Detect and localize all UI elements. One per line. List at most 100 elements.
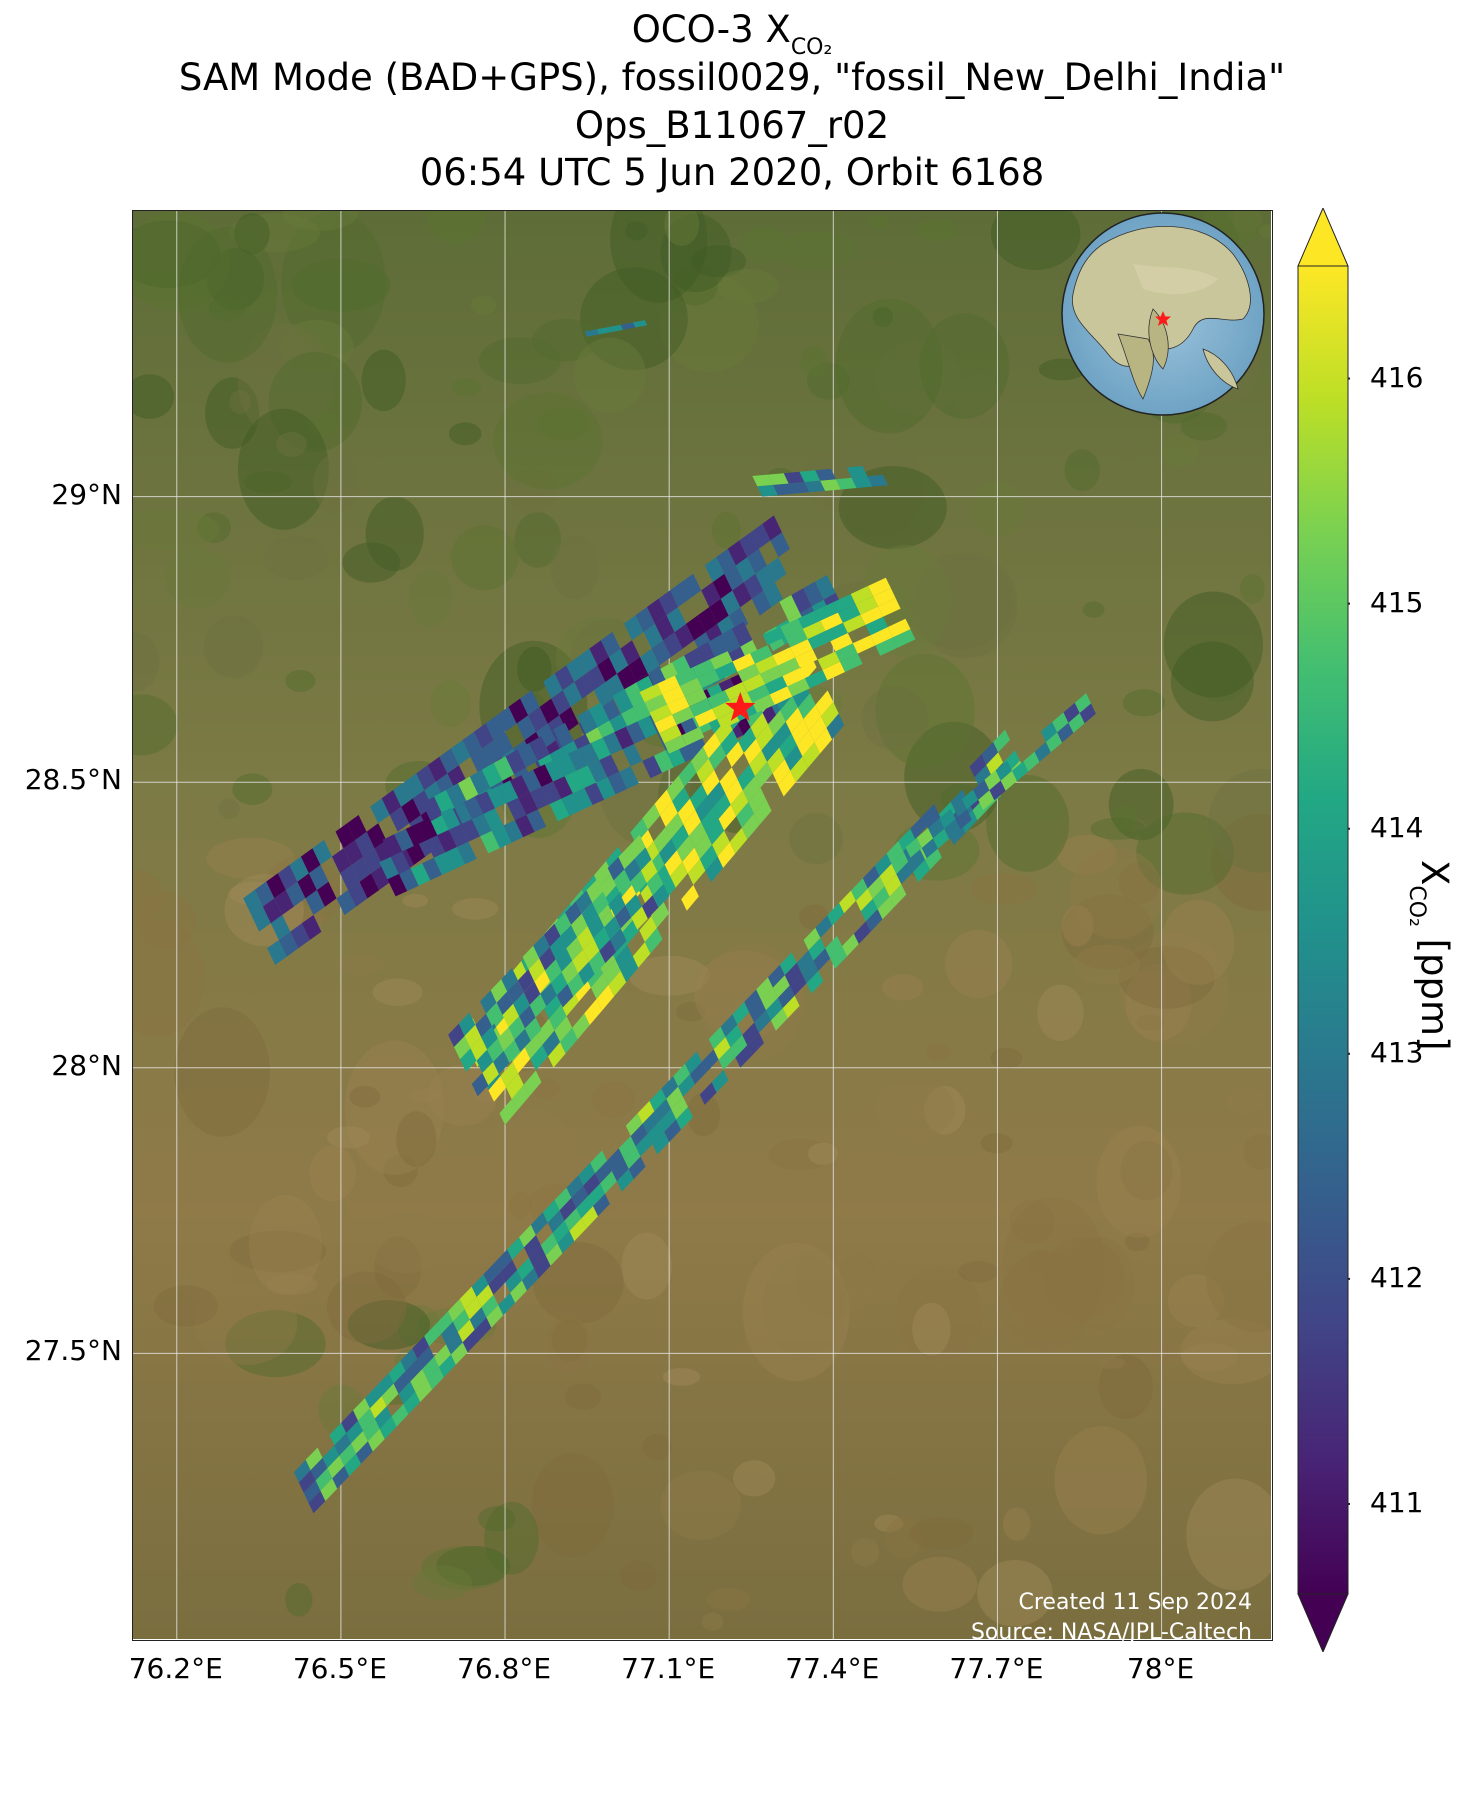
sounding-footprint — [341, 1410, 358, 1433]
sounding-footprint — [735, 557, 756, 583]
sounding-footprint — [815, 574, 836, 600]
sounding-footprint — [868, 577, 891, 597]
sounding-footprint — [536, 723, 556, 749]
terrain-patch — [1069, 847, 1164, 940]
sounding-footprint — [726, 741, 744, 768]
sounding-footprint — [755, 655, 778, 674]
sounding-footprint — [699, 844, 718, 871]
terrain-patch — [1037, 984, 1084, 1041]
sounding-footprint — [475, 791, 496, 814]
terrain-patch — [1170, 641, 1254, 722]
sounding-footprint — [355, 831, 375, 857]
sounding-footprint — [860, 606, 883, 625]
credit-source: Source: NASA/JPL-Caltech — [970, 1620, 1252, 1645]
sounding-footprint — [536, 1018, 555, 1045]
sounding-footprint — [596, 777, 616, 800]
sounding-footprint — [501, 968, 518, 992]
terrain-patch — [1225, 1086, 1268, 1114]
credit-created: Created 11 Sep 2024 — [1018, 1590, 1253, 1615]
terrain-patch — [243, 471, 293, 494]
sounding-footprint — [647, 598, 667, 624]
terrain-patch — [517, 646, 552, 692]
sounding-footprint — [439, 1354, 456, 1378]
terrain-patch — [425, 211, 487, 246]
sounding-footprint — [305, 1447, 323, 1471]
sounding-footprint — [742, 776, 761, 802]
sounding-footprint — [879, 863, 897, 887]
sounding-footprint — [649, 704, 672, 723]
sounding-footprint — [838, 604, 861, 623]
sounding-footprint — [446, 783, 467, 808]
sounding-footprint — [621, 918, 640, 945]
terrain-patch — [999, 1251, 1091, 1352]
sounding-footprint — [298, 1470, 316, 1493]
sounding-footprint — [686, 615, 706, 641]
sounding-footprint — [646, 871, 664, 896]
sounding-footprint — [624, 615, 644, 641]
sounding-footprint — [657, 675, 680, 695]
sounding-footprint — [523, 981, 541, 1005]
sounding-footprint — [616, 665, 637, 691]
sounding-footprint — [594, 861, 612, 887]
terrain-patch — [267, 1176, 351, 1265]
terrain-patch — [344, 1040, 445, 1175]
sounding-footprint — [434, 789, 455, 815]
sounding-footprint — [654, 714, 677, 734]
sounding-footprint — [659, 724, 682, 744]
sounding-footprint — [892, 629, 916, 648]
sounding-footprint — [391, 1404, 409, 1427]
sounding-footprint — [664, 735, 687, 754]
sounding-footprint — [670, 861, 688, 888]
terrain-patch — [313, 453, 359, 515]
sounding-footprint — [978, 790, 995, 810]
terrain-patch — [174, 1007, 270, 1137]
sounding-footprint — [457, 1319, 475, 1343]
sounding-footprint — [604, 916, 621, 940]
terrain-patch — [1151, 1343, 1178, 1366]
sounding-footprint — [632, 942, 651, 968]
sounding-footprint — [762, 626, 786, 646]
sounding-footprint — [591, 737, 611, 760]
terrain-patch — [367, 1211, 445, 1274]
sounding-footprint — [437, 829, 457, 853]
sounding-footprint — [593, 1193, 610, 1217]
terrain-patch — [762, 1254, 846, 1357]
sounding-footprint — [603, 959, 621, 985]
sounding-footprint — [748, 787, 766, 814]
sounding-footprint — [427, 756, 448, 782]
terrain-patch — [421, 1546, 510, 1590]
terrain-patch — [711, 511, 742, 549]
sounding-footprint — [457, 776, 479, 802]
sounding-footprint — [608, 648, 629, 674]
sounding-footprint — [445, 847, 466, 870]
sounding-footprint — [620, 640, 640, 666]
sounding-footprint — [653, 750, 674, 773]
sounding-footprint — [543, 993, 562, 1019]
sounding-footprint — [659, 838, 677, 865]
sounding-footprint — [1000, 770, 1017, 791]
sounding-footprint — [872, 886, 890, 909]
sounding-footprint — [619, 766, 639, 789]
terrain-patch — [839, 1254, 876, 1294]
sounding-footprint — [651, 640, 671, 666]
terrain-patch — [1120, 1140, 1173, 1201]
terrain-patch — [851, 1537, 880, 1567]
sounding-footprint — [596, 327, 612, 335]
sounding-footprint — [336, 890, 356, 916]
sounding-footprint — [660, 801, 678, 827]
terrain-patch — [1096, 1125, 1182, 1238]
sounding-footprint — [587, 915, 605, 939]
sounding-footprint — [762, 515, 782, 541]
sounding-footprint — [568, 748, 588, 771]
terrain-patch — [1124, 1232, 1150, 1252]
terrain-patch — [206, 837, 295, 880]
sounding-footprint — [743, 738, 762, 765]
sounding-footprint — [590, 973, 609, 1000]
colorbar-tick-label: 416 — [1370, 360, 1424, 394]
terrain-patch — [1136, 812, 1234, 895]
sounding-footprint — [815, 468, 836, 481]
sounding-footprint — [610, 928, 627, 952]
sounding-footprint — [332, 848, 352, 874]
sounding-footprint — [944, 819, 961, 839]
sounding-footprint — [821, 701, 839, 728]
